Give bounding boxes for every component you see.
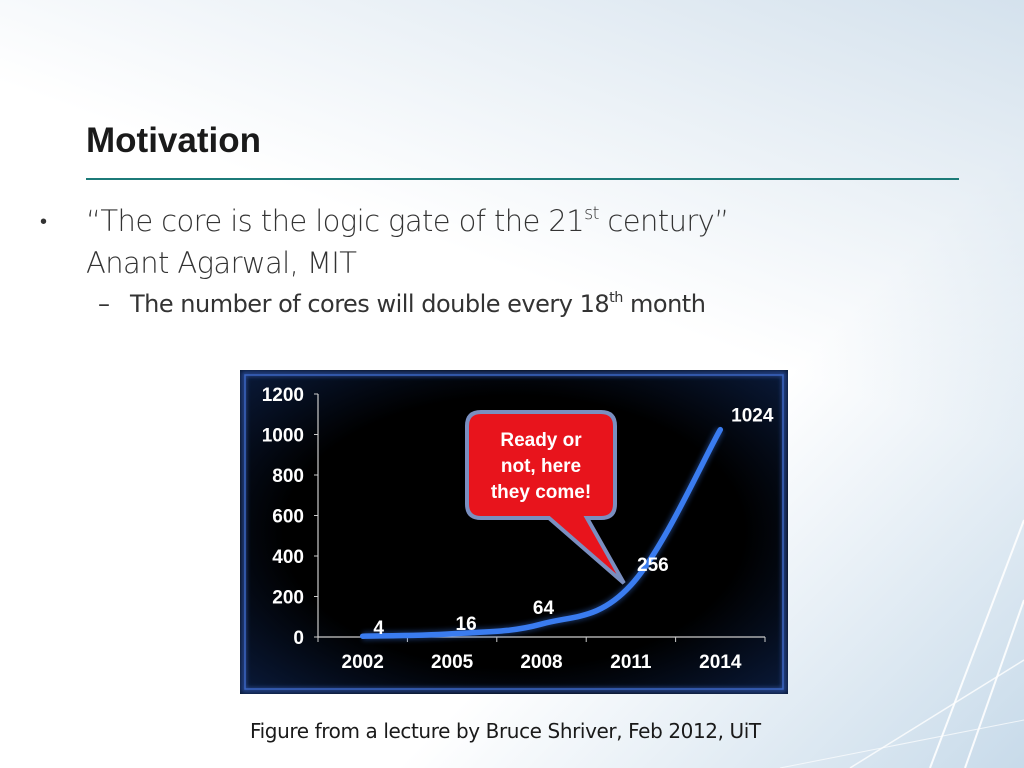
- y-tick-label: 400: [272, 547, 304, 568]
- data-point: [450, 631, 455, 636]
- x-tick-label: 2014: [699, 652, 742, 673]
- bullet-quote-line2: Anant Agarwal, MIT: [86, 246, 357, 280]
- data-label: 64: [533, 598, 555, 619]
- data-point: [539, 622, 544, 627]
- data-point: [628, 583, 633, 588]
- chart-border: [244, 374, 784, 690]
- callout-text: not, here: [501, 456, 581, 477]
- x-tick-label: 2005: [431, 652, 474, 673]
- callout-text: they come!: [491, 482, 591, 503]
- y-tick-label: 1000: [262, 426, 304, 447]
- cores-chart-svg: 0 200 400 600 800 1000 1200 2002 2005 2008 2011 201…: [240, 370, 788, 694]
- series-line: [359, 426, 724, 639]
- x-tick-label: 2002: [342, 652, 384, 673]
- data-label: 4: [373, 618, 384, 639]
- callout-bubble: Ready or not, here they come!: [465, 410, 626, 585]
- title-divider: [86, 178, 959, 180]
- chart-border-glow: [242, 372, 786, 692]
- data-point: [718, 427, 723, 432]
- y-tick-label: 200: [272, 588, 304, 609]
- y-tick-label: 800: [272, 466, 304, 487]
- y-tick-label: 0: [293, 628, 304, 649]
- sub-bullet-dash: –: [98, 290, 110, 318]
- data-label: 1024: [731, 406, 774, 427]
- y-tick-label: 1200: [262, 385, 304, 406]
- data-label: 16: [456, 614, 477, 635]
- x-tick-label: 2011: [610, 652, 652, 673]
- bullet-dot: •: [40, 209, 48, 233]
- cores-chart: 0 200 400 600 800 1000 1200 2002 2005 2008 2011 201…: [240, 370, 788, 694]
- slide-title: Motivation: [86, 121, 261, 160]
- bullet-quote-line1: “The core is the logic gate of the 21st …: [86, 203, 729, 238]
- data-point: [360, 634, 365, 639]
- data-label: 256: [637, 555, 669, 576]
- callout-shape: [465, 410, 626, 585]
- figure-caption: Figure from a lecture by Bruce Shriver, …: [250, 719, 761, 743]
- callout-text: Ready or: [500, 430, 582, 451]
- sub-bullet-text: The number of cores will double every 18…: [130, 289, 706, 318]
- y-tick-label: 600: [272, 507, 304, 528]
- x-tick-label: 2008: [520, 652, 562, 673]
